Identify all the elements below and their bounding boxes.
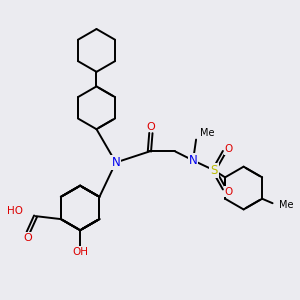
Text: O: O xyxy=(146,122,155,131)
Text: S: S xyxy=(210,164,218,177)
Text: O: O xyxy=(225,144,233,154)
Text: O: O xyxy=(225,187,233,196)
Text: Me: Me xyxy=(200,128,214,138)
Text: O: O xyxy=(24,233,32,243)
Text: Me: Me xyxy=(278,200,293,210)
Text: N: N xyxy=(111,156,120,169)
Text: OH: OH xyxy=(72,247,88,257)
Text: HO: HO xyxy=(7,206,23,216)
Text: N: N xyxy=(189,154,197,167)
